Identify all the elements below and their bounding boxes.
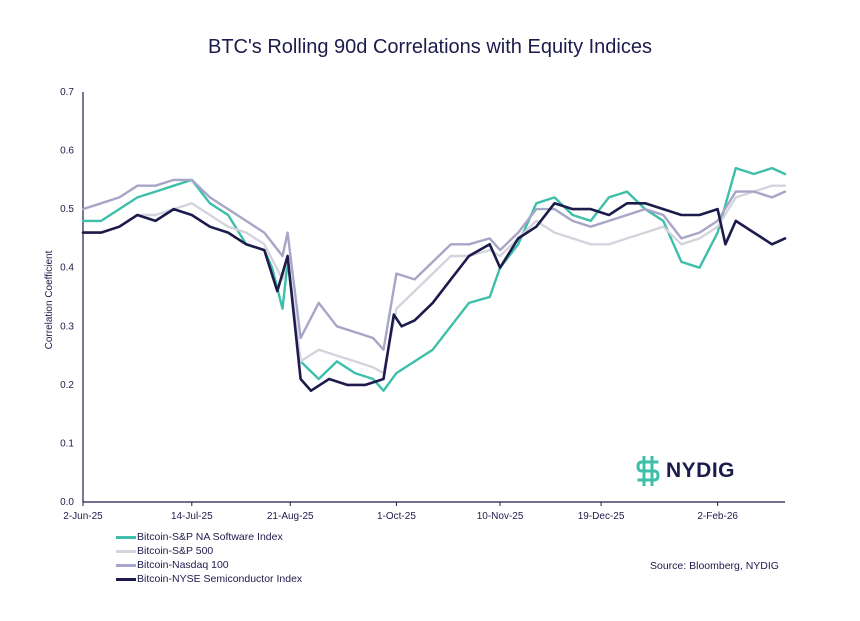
y-tick-label: 0.4 <box>60 263 74 274</box>
x-tick-label: 1-Oct-25 <box>377 511 416 522</box>
y-tick-label: 0.0 <box>60 497 74 508</box>
x-tick-label: 14-Jul-25 <box>171 511 213 522</box>
series-line-sp500 <box>81 184 787 375</box>
legend-label-semis: Bitcoin-NYSE Semiconductor Index <box>137 573 303 585</box>
x-tick-label: 2-Feb-26 <box>697 511 738 522</box>
chart-title: BTC's Rolling 90d Correlations with Equi… <box>207 36 652 58</box>
dollar-sign-logo-icon <box>636 456 660 486</box>
legend-label-sp500: Bitcoin-S&P 500 <box>137 545 214 557</box>
x-tick-label: 19-Dec-25 <box>578 511 625 522</box>
legend-item-nasdaq: Bitcoin-Nasdaq 100 <box>116 558 302 572</box>
legend-swatch-sp500 <box>116 549 136 553</box>
legend-label-software: Bitcoin-S&P NA Software Index <box>137 531 283 543</box>
y-tick-label: 0.3 <box>60 321 74 332</box>
x-tick-label: 21-Aug-25 <box>267 511 314 522</box>
y-axis-label: Correlation Coefficient <box>44 250 55 349</box>
series-lines <box>81 166 787 392</box>
x-axis: 2-Jun-25 14-Jul-25 21-Aug-25 1-Oct-25 10-Nov… <box>63 501 785 522</box>
y-tick-label: 0.2 <box>60 380 74 391</box>
source-note: Source: Bloomberg, NYDIG <box>650 560 779 572</box>
legend-item-sp500: Bitcoin-S&P 500 <box>116 544 302 558</box>
legend-swatch-nasdaq <box>116 563 136 567</box>
logo-text: NYDIG <box>666 459 736 482</box>
y-axis: 0.0 0.1 0.2 0.3 0.4 0.5 0.6 0.7 <box>60 87 84 508</box>
legend-label-nasdaq: Bitcoin-Nasdaq 100 <box>137 559 229 571</box>
legend-item-software: Bitcoin-S&P NA Software Index <box>116 530 302 544</box>
y-tick-label: 0.6 <box>60 146 74 157</box>
y-tick-label: 0.1 <box>60 438 74 449</box>
legend-swatch-semis <box>116 577 136 581</box>
legend-swatch-software <box>116 535 136 539</box>
series-line-nasdaq <box>81 178 787 351</box>
x-tick-label: 10-Nov-25 <box>477 511 524 522</box>
legend-item-semis: Bitcoin-NYSE Semiconductor Index <box>116 572 302 586</box>
x-tick-label: 2-Jun-25 <box>63 511 103 522</box>
y-tick-label: 0.5 <box>60 204 74 215</box>
legend: Bitcoin-S&P NA Software Index Bitcoin-S&… <box>116 530 302 586</box>
series-line-software <box>81 166 787 392</box>
series-line-semis <box>81 202 787 392</box>
y-tick-label: 0.7 <box>60 87 74 98</box>
nydig-logo: NYDIG <box>636 456 735 486</box>
